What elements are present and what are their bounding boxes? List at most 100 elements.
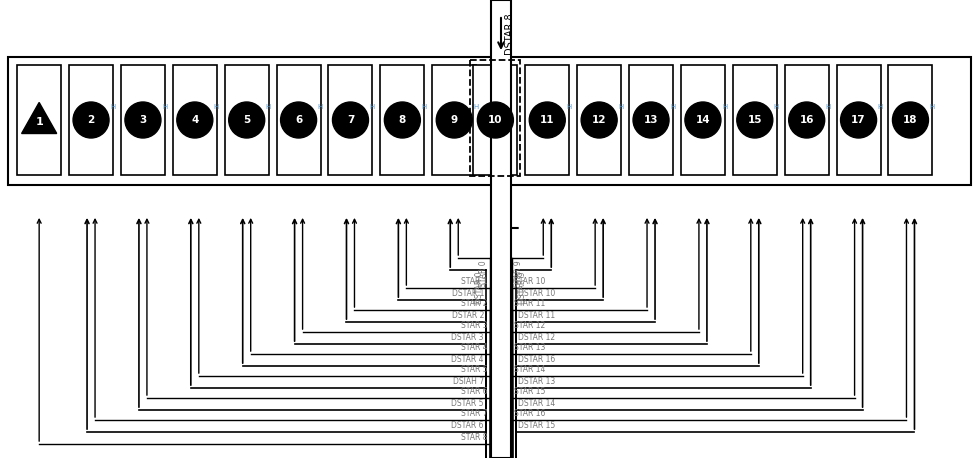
- Text: DSTAR 8: DSTAR 8: [505, 13, 514, 55]
- Text: STAR 7: STAR 7: [461, 409, 487, 418]
- Bar: [733, 65, 776, 175]
- Text: H: H: [369, 104, 375, 110]
- Text: STAR 6: STAR 6: [461, 387, 487, 396]
- Text: DSTAR 3: DSTAR 3: [451, 333, 483, 342]
- Text: 11: 11: [540, 115, 554, 125]
- Circle shape: [788, 102, 823, 138]
- Text: 13: 13: [644, 115, 657, 125]
- Bar: [473, 65, 516, 175]
- Bar: [681, 65, 724, 175]
- Text: STAR 1: STAR 1: [461, 277, 487, 286]
- Text: DSTAR 6: DSTAR 6: [451, 421, 483, 430]
- Text: DSTAR 11: DSTAR 11: [517, 311, 555, 320]
- Text: 5: 5: [243, 115, 250, 125]
- Text: H: H: [669, 104, 675, 110]
- Text: 6: 6: [294, 115, 302, 125]
- Text: STAR 16: STAR 16: [513, 409, 545, 418]
- Circle shape: [633, 102, 668, 138]
- Text: 9: 9: [450, 115, 458, 125]
- Text: DSTAR 10: DSTAR 10: [517, 289, 555, 298]
- Text: H: H: [472, 104, 478, 110]
- Text: STAR 13: STAR 13: [513, 343, 545, 352]
- Text: DSIAH 7: DSIAH 7: [453, 377, 483, 386]
- Circle shape: [125, 102, 160, 138]
- Circle shape: [892, 102, 927, 138]
- Circle shape: [840, 102, 875, 138]
- Text: DSTAR 15: DSTAR 15: [517, 421, 555, 430]
- Bar: [69, 65, 112, 175]
- Text: DSTAR 9: DSTAR 9: [517, 272, 526, 305]
- Text: H: H: [317, 104, 323, 110]
- Text: 18: 18: [903, 115, 916, 125]
- Bar: [888, 65, 931, 175]
- Text: 4: 4: [191, 115, 199, 125]
- Polygon shape: [22, 103, 57, 133]
- Text: DSTAR 12: DSTAR 12: [517, 333, 555, 342]
- Circle shape: [477, 102, 512, 138]
- Text: H: H: [721, 104, 727, 110]
- Text: STAR 9: STAR 9: [513, 260, 522, 287]
- Text: STAR 4: STAR 4: [461, 343, 487, 352]
- Text: 16: 16: [799, 115, 813, 125]
- Text: STAR 8: STAR 8: [461, 433, 487, 442]
- Text: H: H: [161, 104, 167, 110]
- Text: STAR 5: STAR 5: [461, 365, 487, 374]
- Text: H: H: [421, 104, 426, 110]
- Circle shape: [333, 102, 368, 138]
- Circle shape: [736, 102, 772, 138]
- Text: H: H: [110, 104, 115, 110]
- Text: DSTAR 14: DSTAR 14: [517, 399, 555, 408]
- Circle shape: [436, 102, 471, 138]
- Bar: [577, 65, 620, 175]
- Bar: [629, 65, 672, 175]
- Circle shape: [229, 102, 264, 138]
- Text: STAR 12: STAR 12: [513, 321, 545, 330]
- Text: 2: 2: [87, 115, 95, 125]
- Text: 17: 17: [851, 115, 865, 125]
- Text: STAR 2: STAR 2: [461, 299, 487, 308]
- Text: 7: 7: [346, 115, 354, 125]
- Bar: [784, 65, 827, 175]
- Text: 15: 15: [747, 115, 761, 125]
- Bar: [432, 65, 475, 175]
- Text: DSTAR 5: DSTAR 5: [451, 399, 483, 408]
- Circle shape: [73, 102, 109, 138]
- Bar: [380, 65, 423, 175]
- Text: DSTAR 13: DSTAR 13: [517, 377, 555, 386]
- Text: H: H: [213, 104, 219, 110]
- Text: 12: 12: [592, 115, 605, 125]
- Bar: [329, 65, 372, 175]
- Circle shape: [281, 102, 316, 138]
- Text: DSTAR 4: DSTAR 4: [451, 355, 483, 364]
- Text: STAR 14: STAR 14: [513, 365, 545, 374]
- Text: H: H: [773, 104, 778, 110]
- Text: H: H: [617, 104, 623, 110]
- Text: H: H: [265, 104, 271, 110]
- Text: 8: 8: [398, 115, 406, 125]
- Bar: [491, 0, 511, 458]
- Bar: [469, 60, 520, 176]
- Text: DSTAR 0: DSTAR 0: [474, 272, 483, 305]
- Text: 3: 3: [139, 115, 147, 125]
- Text: H: H: [928, 104, 934, 110]
- Text: 10: 10: [488, 115, 502, 125]
- Text: 1: 1: [35, 117, 43, 127]
- Text: STAR 11: STAR 11: [513, 299, 545, 308]
- Text: DSTAR 2: DSTAR 2: [451, 311, 483, 320]
- Bar: [8, 57, 970, 185]
- Bar: [121, 65, 164, 175]
- Text: STAR 10: STAR 10: [513, 277, 545, 286]
- Bar: [18, 65, 61, 175]
- Text: 14: 14: [695, 115, 709, 125]
- Text: H: H: [876, 104, 882, 110]
- Bar: [525, 65, 568, 175]
- Text: H: H: [824, 104, 830, 110]
- Bar: [225, 65, 268, 175]
- Bar: [836, 65, 879, 175]
- Text: DSTAR 16: DSTAR 16: [517, 355, 555, 364]
- Circle shape: [581, 102, 616, 138]
- Text: H: H: [565, 104, 571, 110]
- Bar: [173, 65, 216, 175]
- Bar: [277, 65, 320, 175]
- Circle shape: [685, 102, 720, 138]
